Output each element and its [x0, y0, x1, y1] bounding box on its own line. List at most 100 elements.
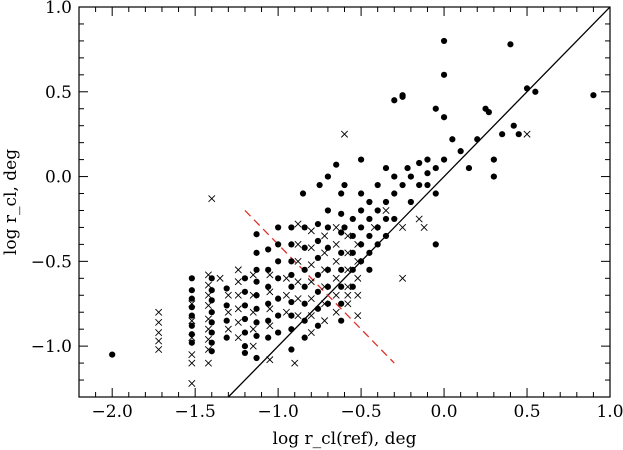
data-point-cross [155, 329, 163, 337]
data-point-dot [241, 302, 249, 309]
data-point-dot [253, 319, 260, 326]
data-point-dot [374, 207, 381, 214]
data-point-cross [294, 257, 302, 265]
data-point-cross [321, 232, 329, 240]
data-point-dot [188, 287, 195, 294]
data-point-cross [415, 215, 423, 223]
data-point-dot [399, 93, 406, 100]
data-point-dot [265, 334, 272, 341]
data-point-dot [449, 136, 456, 143]
data-point-dot [523, 85, 531, 92]
data-point-dot [223, 317, 230, 324]
data-point-dot [288, 312, 295, 319]
data-point-cross [282, 291, 290, 299]
data-point-dot [382, 198, 390, 206]
data-point-dot [366, 215, 373, 223]
data-point-cross [321, 317, 329, 325]
data-point-cross [307, 278, 315, 286]
data-point-cross [344, 283, 352, 291]
data-point-dot [275, 329, 282, 336]
data-point-cross [249, 308, 257, 316]
data-point-dot [241, 349, 249, 357]
data-point-dot [301, 266, 308, 273]
data-point-dot [407, 173, 414, 180]
data-point-dot [275, 258, 282, 265]
data-point-dot [223, 334, 230, 341]
data-point-cross [204, 359, 212, 367]
data-point-cross [216, 274, 224, 282]
data-point-cross [188, 334, 196, 342]
data-point-dot [314, 305, 322, 312]
data-point-cross [155, 308, 163, 316]
data-point-dot [349, 283, 356, 290]
data-point-dot [338, 300, 345, 307]
data-point-cross [332, 308, 340, 316]
y-tick-label: 1.0 [45, 0, 72, 18]
data-point-cross [344, 291, 352, 299]
data-point-dot [324, 173, 332, 180]
data-point-dot [241, 343, 249, 350]
data-point-dot [440, 37, 448, 45]
data-point-cross [155, 318, 163, 326]
data-point-cross [266, 271, 274, 279]
data-point-cross [266, 305, 274, 313]
data-point-dot [349, 266, 356, 273]
data-point-cross [370, 223, 378, 231]
data-point-cross [307, 329, 315, 337]
data-point-dot [432, 190, 439, 197]
data-point-cross [307, 244, 315, 252]
data-point-dot [357, 190, 365, 197]
data-point-dot [338, 266, 345, 273]
data-point-cross [307, 261, 315, 269]
data-point-cross [266, 322, 274, 330]
data-point-cross [249, 291, 257, 299]
data-point-dot [490, 156, 497, 163]
y-axis-title: log r_cl, deg [1, 149, 21, 255]
data-point-dot [314, 237, 322, 245]
data-point-cross [523, 130, 531, 138]
data-point-dot [374, 181, 381, 189]
data-point-cross [382, 206, 390, 214]
data-point-dot [265, 317, 272, 324]
data-point-dot [288, 241, 295, 248]
data-point-dot [288, 258, 295, 265]
data-point-dot [338, 317, 345, 324]
data-point-dot [366, 266, 373, 273]
data-point-cross [420, 223, 428, 231]
data-point-cross [224, 325, 232, 333]
data-point-dot [188, 312, 195, 319]
data-point-dot [324, 207, 332, 214]
data-point-dot [314, 288, 322, 295]
data-point-cross [332, 274, 340, 282]
data-point-cross [344, 232, 352, 240]
data-point-dot [341, 181, 348, 189]
data-point-dot [440, 114, 448, 121]
data-point-dot [301, 334, 308, 341]
data-point-cross [249, 271, 257, 279]
data-point-dot [208, 309, 215, 316]
data-point-dot [510, 122, 517, 129]
data-point-cross [204, 315, 212, 323]
data-point-dot [465, 164, 473, 172]
fit-line [244, 210, 395, 364]
data-point-cross [294, 295, 302, 303]
data-point-dot [338, 283, 345, 290]
data-point-dot [341, 224, 348, 231]
data-point-dot [391, 173, 398, 180]
data-point-cross [354, 274, 362, 282]
data-point-dot [474, 136, 481, 143]
data-point-cross [204, 271, 212, 279]
data-point-cross [266, 356, 274, 364]
x-tick-label: 0.5 [514, 402, 541, 422]
data-point-cross [307, 295, 315, 303]
data-point-dot [253, 278, 260, 285]
data-point-dot [288, 326, 295, 333]
data-point-dot [208, 287, 215, 294]
data-point-cross [344, 266, 352, 274]
data-point-dot [349, 249, 356, 256]
data-point-dot [338, 210, 345, 217]
data-point-dot [432, 105, 439, 112]
data-point-dot [590, 92, 597, 99]
data-point-cross [249, 325, 257, 333]
